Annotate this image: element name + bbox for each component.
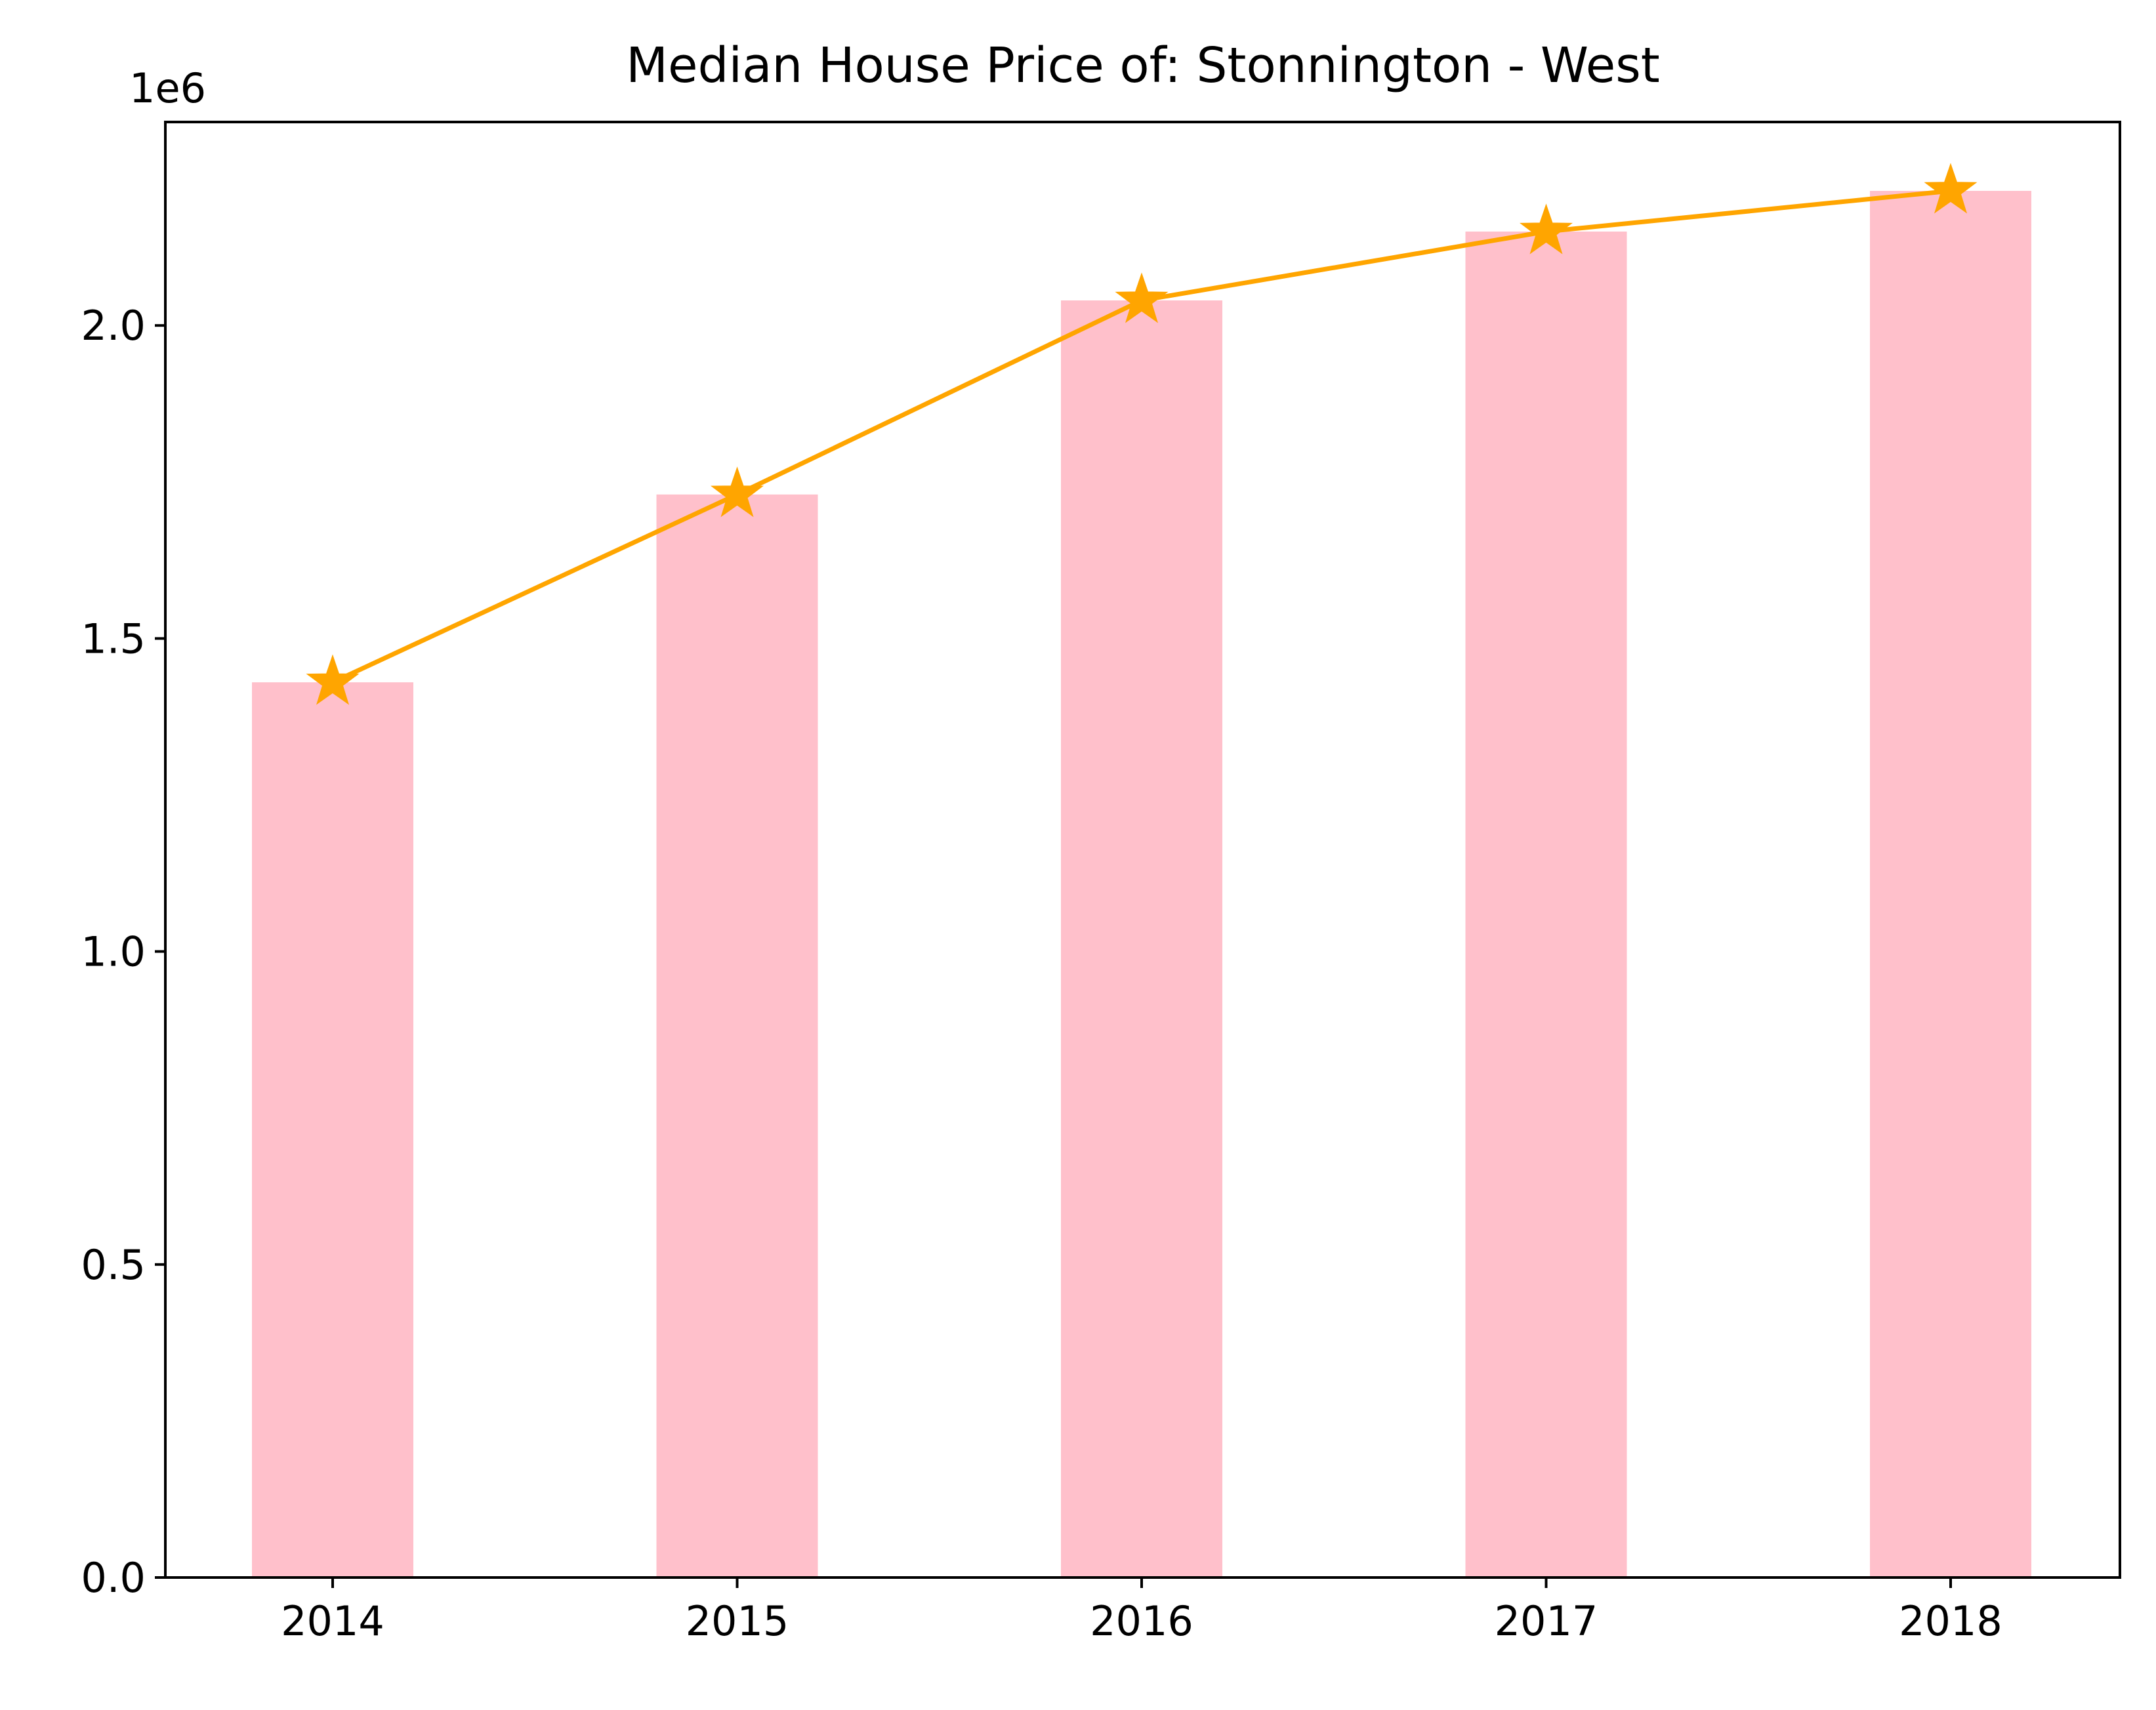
x-tick-label: 2016 (1090, 1597, 1193, 1645)
x-tick-label: 2017 (1495, 1597, 1598, 1645)
y-axis-offset-label: 1e6 (129, 64, 206, 112)
y-axis: 0.0 0.5 1.0 1.5 2.0 (81, 302, 165, 1602)
star-marker-2018 (1924, 163, 1978, 214)
bar-2015 (656, 494, 818, 1578)
star-marker-2017 (1519, 203, 1573, 254)
y-tick-label: 0.0 (81, 1554, 146, 1602)
plot-frame (164, 121, 2121, 1579)
x-axis: 2014 2015 2016 2017 2018 (281, 1578, 2002, 1645)
x-tick-label: 2018 (1899, 1597, 2002, 1645)
star-marker-2015 (710, 466, 764, 518)
bar-2014 (252, 682, 413, 1578)
y-tick-label: 1.0 (81, 928, 146, 976)
x-tick-label: 2014 (281, 1597, 384, 1645)
chart-title: Median House Price of: Stonnington - Wes… (626, 37, 1660, 94)
x-tick-label: 2015 (686, 1597, 789, 1645)
y-tick-label: 0.5 (81, 1241, 146, 1289)
bar-2016 (1061, 300, 1222, 1578)
bar-group (252, 190, 2031, 1578)
bar-2018 (1870, 190, 2031, 1578)
star-marker-2014 (306, 654, 360, 705)
line-series (306, 163, 1978, 705)
star-marker-2016 (1115, 272, 1169, 323)
y-tick-label: 2.0 (81, 302, 146, 350)
bar-2017 (1465, 232, 1627, 1578)
y-tick-label: 1.5 (81, 615, 146, 662)
